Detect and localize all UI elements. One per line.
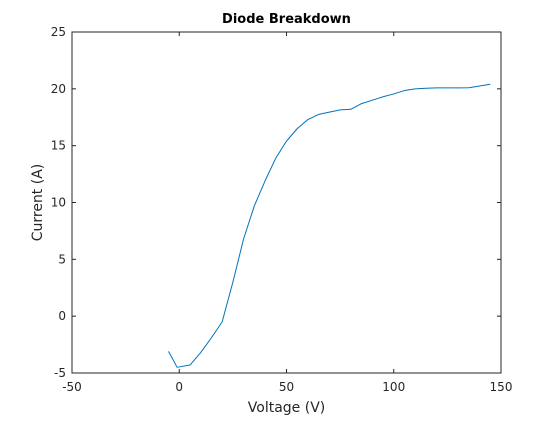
y-tick-label: 5 bbox=[58, 252, 66, 266]
axes bbox=[71, 31, 502, 374]
y-axis-label: Current (A) bbox=[30, 164, 46, 242]
x-tick-label: 0 bbox=[175, 380, 183, 394]
y-tick-label: 20 bbox=[51, 82, 66, 96]
plot-frame bbox=[71, 31, 502, 374]
y-tick-label: 15 bbox=[51, 139, 66, 153]
series-line bbox=[168, 83, 491, 368]
y-tick-label: 10 bbox=[51, 196, 66, 210]
y-tick-label: 25 bbox=[51, 25, 66, 39]
x-tick-label: 150 bbox=[490, 380, 513, 394]
y-tick-label: -5 bbox=[54, 366, 66, 380]
x-tick-label: -50 bbox=[62, 380, 82, 394]
chart-title: Diode Breakdown bbox=[222, 12, 351, 27]
x-tick-label: 50 bbox=[279, 380, 294, 394]
y-tick-label: 0 bbox=[58, 309, 66, 323]
x-tick-label: 100 bbox=[382, 380, 405, 394]
x-axis-label: Voltage (V) bbox=[248, 400, 325, 416]
series bbox=[168, 83, 491, 368]
